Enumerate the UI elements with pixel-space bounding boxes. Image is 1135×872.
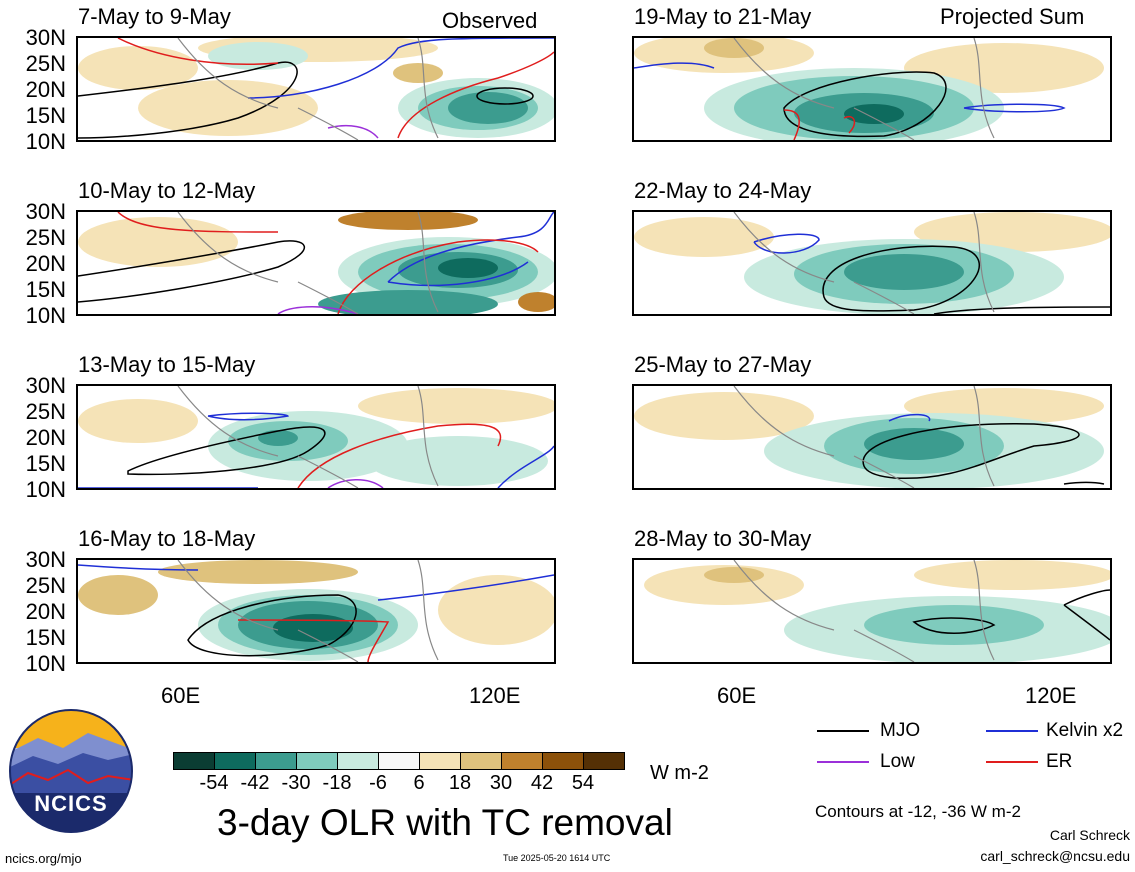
panel-title-right-2: 22-May to 24-May [634,178,812,203]
lat-label: 30N [25,199,66,224]
colorbar-bin [378,752,420,770]
colorbar-bin [583,752,625,770]
lat-label: 10N [25,129,66,154]
lat-label: 10N [25,651,66,676]
legend-swatch-kelvin [986,730,1038,732]
colorbar-bin [214,752,256,770]
map-panel-left-3 [76,384,556,490]
main-title: 3-day OLR with TC removal [217,802,673,843]
lon-label-120e-right: 120E [1025,683,1077,708]
legend-swatch-low [817,761,869,763]
site-url[interactable]: ncics.org/mjo [5,851,82,866]
projected-sum-label: Projected Sum [940,4,1085,29]
map-panel-right-2 [632,210,1112,316]
panel-title-right-3: 25-May to 27-May [634,352,812,377]
legend-swatch-mjo [817,730,869,732]
colorbar-bin [173,752,215,770]
colorbar-tick: -30 [281,772,311,794]
lat-label: 20N [25,77,66,102]
panel-title-left-3: 13-May to 15-May [78,352,256,377]
lat-label: 15N [25,103,66,128]
panel-title-left-2: 10-May to 12-May [78,178,256,203]
panel-title-right-1: 19-May to 21-May [634,4,812,29]
colorbar-units: W m-2 [650,762,709,784]
lat-label: 10N [25,477,66,502]
colorbar-tick: 18 [448,772,472,794]
lon-label-60e-left: 60E [161,683,201,708]
lat-label: 20N [25,599,66,624]
lat-label: 10N [25,303,66,328]
map-panel-right-3 [632,384,1112,490]
colorbar-tick: 6 [413,772,425,794]
panel-title-left-4: 16-May to 18-May [78,526,256,551]
lat-label: 25N [25,225,66,250]
lat-label: 25N [25,399,66,424]
lat-label: 30N [25,547,66,572]
colorbar-tick: -42 [240,772,270,794]
lon-label-120e-left: 120E [469,683,521,708]
map-panel-left-4 [76,558,556,664]
map-panel-right-4 [632,558,1112,664]
colorbar-tick: -54 [199,772,229,794]
lat-label: 25N [25,51,66,76]
legend-label-mjo: MJO [880,720,921,741]
colorbar-tick: 54 [571,772,595,794]
colorbar-tick: 30 [489,772,513,794]
legend-swatch-er [986,761,1038,763]
lat-label: 25N [25,573,66,598]
map-panel-right-1 [632,36,1112,142]
map-panel-left-2 [76,210,556,316]
lat-label: 15N [25,277,66,302]
lat-label: 30N [25,373,66,398]
colorbar-bin [460,752,502,770]
colorbar-bin [542,752,584,770]
map-panel-left-1 [76,36,556,142]
lat-label: 30N [25,25,66,50]
lat-label: 15N [25,625,66,650]
lat-label: 20N [25,425,66,450]
panel-title-left-1: 7-May to 9-May [78,4,231,29]
colorbar-bin [501,752,543,770]
colorbar-tick: 42 [530,772,554,794]
contour-note: Contours at -12, -36 W m-2 [815,802,1021,821]
colorbar-bin [337,752,379,770]
author-name: Carl Schreck [1049,827,1130,843]
colorbar-bin [255,752,297,770]
lat-label: 20N [25,251,66,276]
legend-label-low: Low [880,751,915,772]
logo-text: NCICS [34,791,108,816]
panel-title-right-4: 28-May to 30-May [634,526,812,551]
lon-label-60e-right: 60E [717,683,757,708]
colorbar-tick: -18 [322,772,352,794]
legend-label-kelvin: Kelvin x2 [1046,720,1124,741]
timestamp: Tue 2025-05-20 1614 UTC [503,853,611,863]
observed-label: Observed [442,8,538,33]
colorbar-bin [296,752,338,770]
lat-label: 15N [25,451,66,476]
colorbar-tick: -6 [369,772,387,794]
author-email[interactable]: carl_schreck@ncsu.edu [980,848,1130,864]
legend-label-er: ER [1046,751,1073,772]
colorbar-bin [419,752,461,770]
ncics-logo: NCICS [8,708,134,834]
